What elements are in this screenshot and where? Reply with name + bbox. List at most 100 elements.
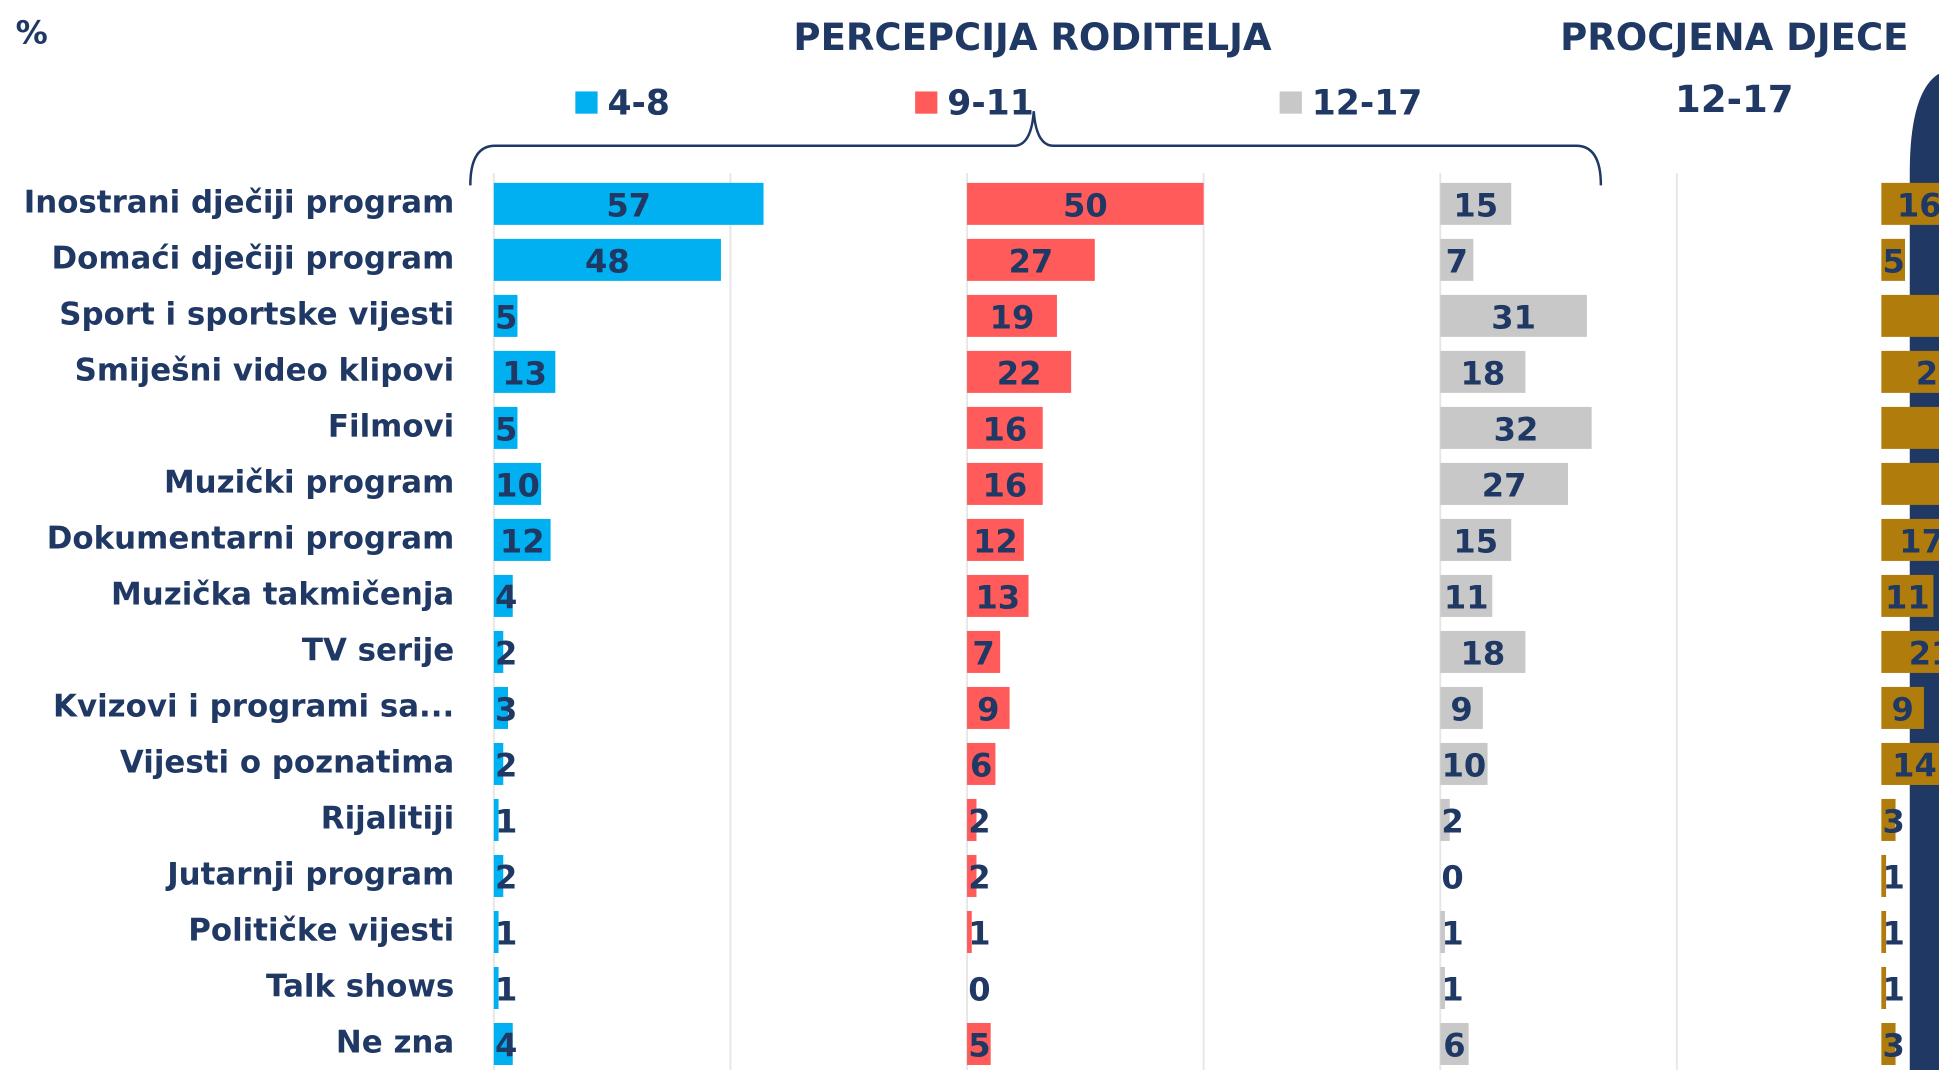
bar <box>1881 910 1887 953</box>
bar <box>1440 798 1450 841</box>
data-label: 21 <box>1909 635 1939 673</box>
data-label: 2 <box>1441 803 1463 841</box>
bar <box>493 406 518 449</box>
bar <box>493 238 721 281</box>
bar <box>967 686 1010 729</box>
bar <box>1440 350 1526 393</box>
bar <box>967 1022 991 1065</box>
data-label: 5 <box>495 411 517 449</box>
bar <box>493 182 764 225</box>
chart-title-2: PROCJENA DJECE <box>1560 16 1908 59</box>
data-label: 50 <box>1063 187 1108 225</box>
data-label: 16 <box>983 467 1028 505</box>
category-label: Ne zna <box>336 1024 454 1060</box>
bar <box>493 966 499 1009</box>
data-label: 1 <box>1441 915 1463 953</box>
bar <box>1440 462 1569 505</box>
category-label: Sport i sportske vijesti <box>59 296 454 332</box>
data-label: 9 <box>1450 691 1472 729</box>
bar <box>1440 518 1512 561</box>
data-label: 12 <box>500 523 545 561</box>
data-label: 1 <box>968 915 990 953</box>
bar <box>1881 742 1939 785</box>
data-label: 6 <box>970 747 992 785</box>
bar <box>1881 630 1939 673</box>
data-label: 24 <box>1916 355 1939 393</box>
category-label: Inostrani dječiji program <box>24 184 455 220</box>
series2-label: 12-17 <box>1675 78 1794 121</box>
data-label: 12 <box>973 523 1018 561</box>
bar <box>967 630 1001 673</box>
bar <box>1440 182 1512 225</box>
data-label: 13 <box>975 579 1020 617</box>
bar <box>1440 742 1488 785</box>
category-label: Smiješni video klipovi <box>75 352 455 388</box>
data-label: 0 <box>968 971 990 1009</box>
bar <box>1440 294 1587 337</box>
bar <box>1440 910 1445 953</box>
data-label: 7 <box>972 635 994 673</box>
legend-swatch <box>575 91 598 114</box>
bar <box>967 406 1043 449</box>
legend-swatch <box>915 91 938 114</box>
data-label: 2 <box>495 859 517 897</box>
data-label: 9 <box>1891 691 1913 729</box>
bar <box>493 294 518 337</box>
bar <box>967 294 1057 337</box>
data-label: 2 <box>495 747 517 785</box>
category-label: Rijalitiji <box>321 800 454 836</box>
data-label: 0 <box>1441 859 1463 897</box>
bar <box>493 798 499 841</box>
data-label: 1 <box>495 803 517 841</box>
category-label: Kvizovi i programi sa... <box>53 688 454 724</box>
data-label: 1 <box>1883 971 1905 1009</box>
data-label: 2 <box>495 635 517 673</box>
bar <box>1881 518 1939 561</box>
data-label: 11 <box>1444 579 1489 617</box>
bar <box>493 462 542 505</box>
data-label: 5 <box>495 299 517 337</box>
category-label: Talk shows <box>266 968 454 1004</box>
bar <box>493 854 504 897</box>
data-label: 11 <box>1885 579 1930 617</box>
data-label: 57 <box>606 187 651 225</box>
data-label: 1 <box>1883 859 1905 897</box>
data-label: 48 <box>585 243 630 281</box>
category-label: Dokumentarni program <box>47 520 454 556</box>
data-label: 16 <box>1897 187 1939 225</box>
bar <box>493 1022 513 1065</box>
data-label: 9 <box>977 691 999 729</box>
bar <box>1881 350 1939 393</box>
legend-swatch <box>1279 91 1302 114</box>
bar <box>1881 798 1896 841</box>
data-label: 15 <box>1453 523 1498 561</box>
data-label: 14 <box>1892 747 1937 785</box>
data-label: 2 <box>968 859 990 897</box>
bar <box>493 742 504 785</box>
data-label: 2 <box>968 803 990 841</box>
bar <box>967 910 972 953</box>
data-label: 19 <box>990 299 1035 337</box>
bar <box>967 182 1204 225</box>
category-label: Filmovi <box>328 408 454 444</box>
bar <box>967 350 1072 393</box>
bar <box>493 518 551 561</box>
data-label: 5 <box>1883 243 1905 281</box>
data-label: 6 <box>1443 1027 1465 1065</box>
bar <box>967 518 1024 561</box>
category-label: Muzički program <box>164 464 454 500</box>
bar <box>1440 238 1474 281</box>
data-label: 4 <box>495 1027 517 1065</box>
unit-label: % <box>16 14 48 52</box>
legend-label: 9-11 <box>947 84 1034 124</box>
data-label: 3 <box>1883 803 1905 841</box>
bar <box>967 742 996 785</box>
legend-label: 12-17 <box>1312 84 1423 124</box>
bar <box>1881 574 1934 617</box>
bar <box>1440 1022 1469 1065</box>
data-label: 22 <box>997 355 1042 393</box>
bar <box>493 574 513 617</box>
bar <box>493 350 556 393</box>
category-label: Muzička takmičenja <box>111 576 454 612</box>
